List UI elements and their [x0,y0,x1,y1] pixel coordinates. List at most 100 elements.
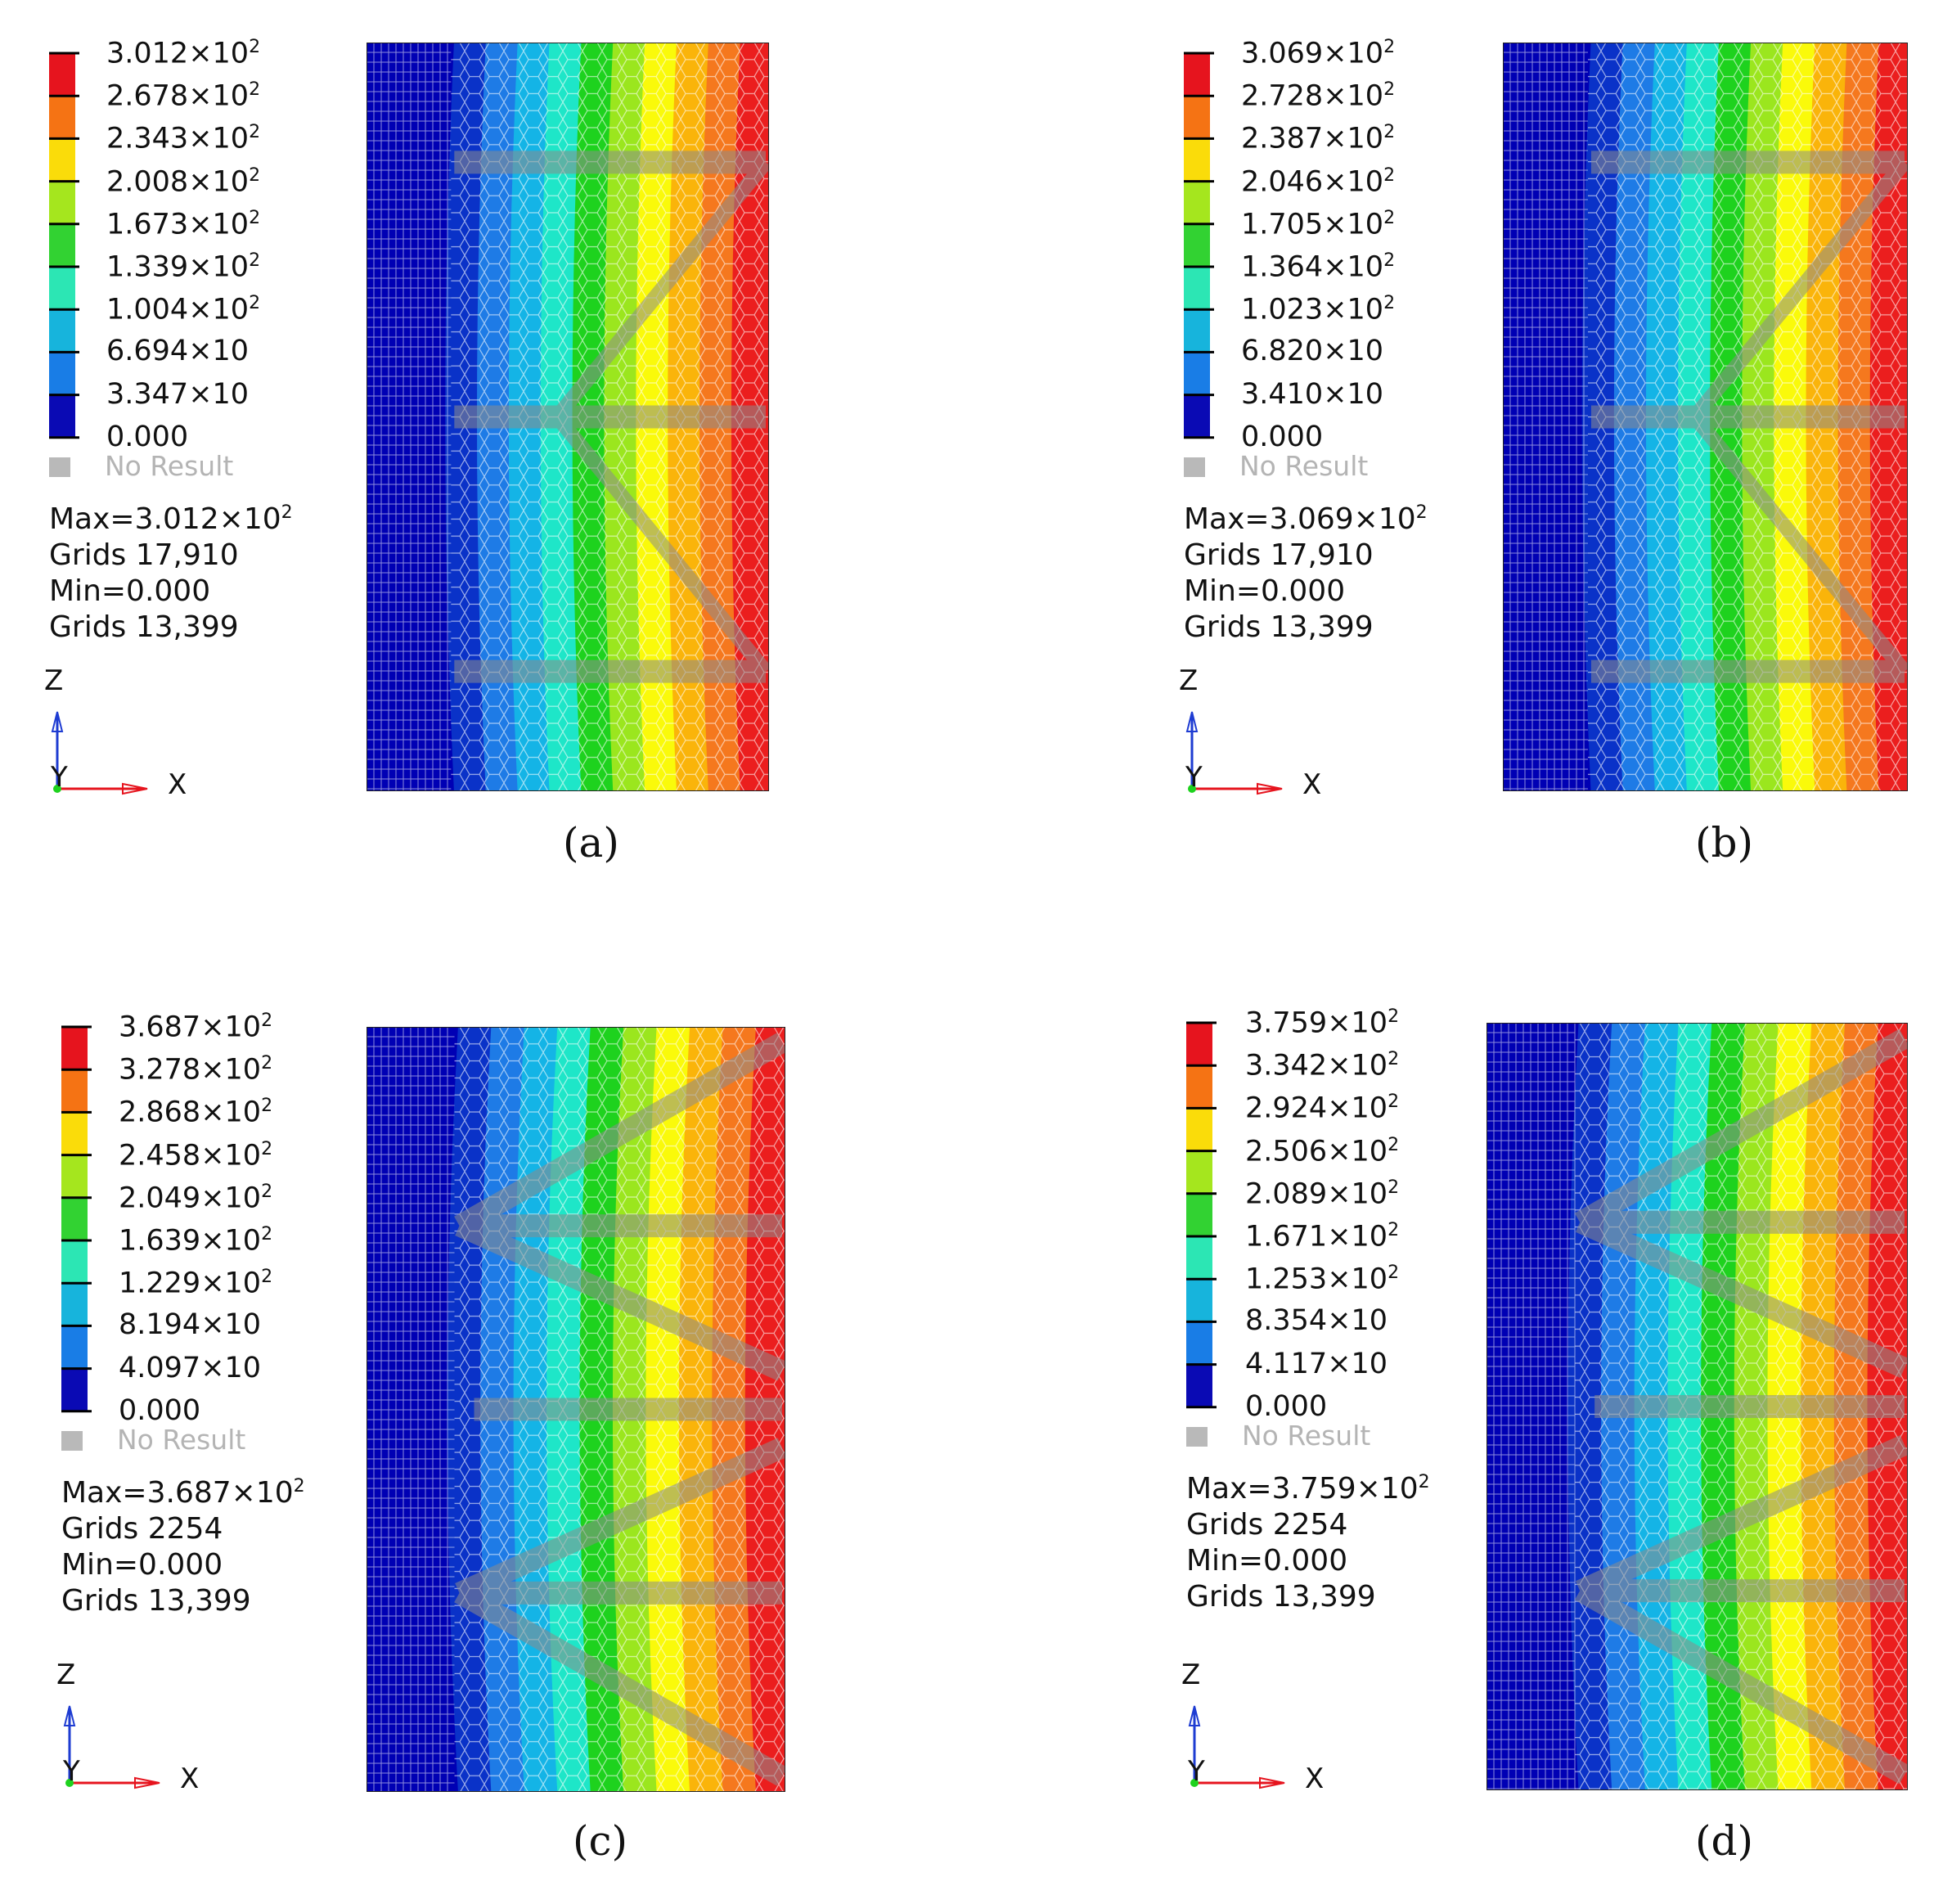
legend-value: 2.387×102 [1241,122,1396,156]
legend-band [1186,1108,1212,1151]
panel-caption: (a) [563,819,619,866]
legend-band [1184,394,1210,438]
no-result-swatch [61,1431,83,1452]
legend-band [61,1027,88,1070]
legend-band [1184,309,1210,353]
diagonal-brace [454,1583,785,1786]
diagonal-brace [455,1438,785,1603]
legend-band [1186,1364,1212,1407]
legend-color-bar [49,52,79,439]
legend-value: 0.000 [119,1393,201,1427]
legend-value: 2.678×102 [106,79,261,113]
min-label: Min=0.000 [49,574,211,608]
legend-value: 1.705×102 [1241,207,1396,241]
contour-plot [367,43,769,791]
legend-value: 2.868×102 [119,1096,273,1130]
legend-value: 2.046×102 [1241,164,1396,199]
max-grids: Grids 2254 [1186,1507,1348,1542]
legend-band [1184,267,1210,310]
legend-band [1186,1279,1212,1322]
legend-band [49,223,75,267]
legend-band [49,394,75,438]
legend-color-bar [61,1025,92,1413]
legend-value: 2.458×102 [119,1138,273,1173]
mesh-grid [367,1027,455,1792]
result-stats: Max=3.759×102 Grids 2254 Min=0.000 Grids 13… [1186,1465,1430,1615]
no-result-legend: No Result [49,452,233,479]
legend-value: 1.339×102 [106,250,261,284]
legend-band [1186,1023,1212,1066]
min-label: Min=0.000 [1186,1543,1348,1578]
max-label: Max=3.069×102 [1184,502,1428,536]
panel-b: 3.069×102 2.728×102 2.387×102 2.046×102 1.70… [967,0,1932,949]
y-axis-label: Y [63,1755,80,1788]
diagonal-brace [1689,157,1908,422]
legend-band [61,1326,88,1369]
legend-band [1184,53,1210,97]
legend-band [61,1197,88,1240]
panel-a: 3.012×102 2.678×102 2.343×102 2.008×102 1.67… [0,0,965,949]
x-axis-label: X [1302,768,1322,801]
max-grids: Grids 17,910 [49,538,239,572]
no-result-legend: No Result [1184,452,1368,479]
diagonal-brace [455,1216,785,1381]
x-axis-label: X [168,768,187,801]
panel-c: 3.687×102 3.278×102 2.868×102 2.458×102 2.04… [0,941,965,1890]
legend-band [1184,223,1210,267]
diagonal-brace [1574,1581,1908,1785]
legend-value: 1.639×102 [119,1224,273,1258]
legend-value: 1.004×102 [106,293,261,326]
origin-dot [1188,785,1196,793]
result-stats: Max=3.069×102 Grids 17,910 Min=0.000 Grids … [1184,495,1428,646]
diagonal-brace [1575,1435,1908,1600]
origin-dot [53,785,61,793]
legend-band [49,181,75,224]
legend-value: 2.089×102 [1245,1177,1400,1211]
legend-value: 8.354×10 [1245,1304,1388,1338]
legend-band [61,1155,88,1198]
diagonal-brace [551,157,769,422]
legend-value: 3.410×10 [1241,377,1384,411]
contour-plot [1503,43,1908,791]
legend-value: 0.000 [106,420,189,453]
axis-triad [51,711,148,795]
legend-band [61,1112,88,1155]
no-result-legend: No Result [61,1426,245,1453]
z-axis-label: Z [56,1659,76,1691]
axis-triad [1188,1705,1285,1789]
legend-value: 2.924×102 [1245,1092,1400,1126]
no-result-swatch [1186,1427,1208,1447]
legend-value: 8.194×10 [119,1308,262,1342]
z-axis-label: Z [1181,1659,1201,1691]
legend-value: 4.097×10 [119,1351,262,1384]
y-axis-label: Y [51,761,68,794]
legend-value: 3.687×102 [119,1011,273,1044]
brace-members [454,1033,785,1786]
legend-band [1184,96,1210,139]
max-label: Max=3.012×102 [49,502,293,536]
legend-band [1186,1236,1212,1280]
plot-border [1503,43,1908,791]
plot-border [367,1027,785,1792]
legend-band [49,96,75,139]
min-grids: Grids 13,399 [1184,610,1374,644]
axis-triad [1185,711,1283,795]
legend-value: 2.343×102 [106,122,261,156]
brace-members [1590,151,1908,683]
contour-plot [367,1027,785,1792]
legend-band [61,1240,88,1284]
legend-value: 3.012×102 [106,37,261,70]
brace-members [454,151,769,683]
panel-caption: (d) [1695,1817,1754,1865]
mesh-grid [1486,1023,1576,1790]
y-axis-label: Y [1185,761,1203,794]
legend-value: 1.673×102 [106,207,261,241]
mesh-grid [367,43,452,791]
legend-value: 1.229×102 [119,1267,273,1300]
legend-value: 3.069×102 [1241,37,1396,70]
legend-band [1186,1150,1212,1194]
z-axis-label: Z [1179,664,1199,697]
legend-value: 4.117×10 [1245,1347,1388,1380]
diagonal-brace [454,1033,785,1236]
legend-band [49,138,75,182]
